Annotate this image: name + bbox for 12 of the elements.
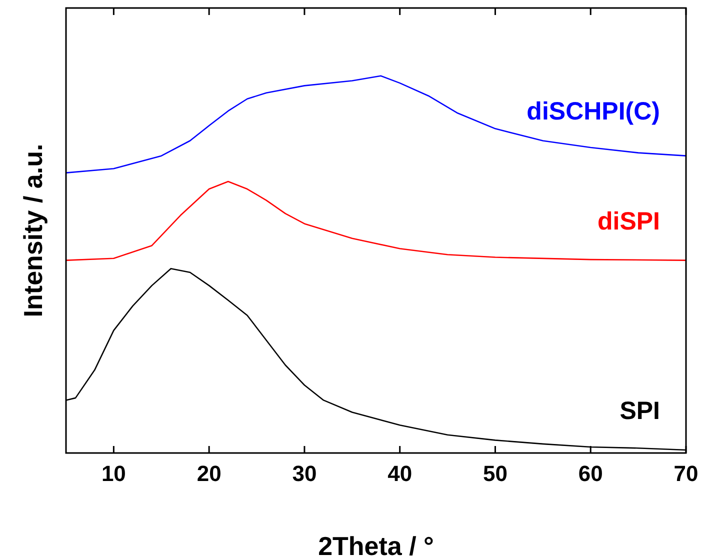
x-tick-label: 50 <box>482 461 508 486</box>
x-tick-label: 30 <box>292 461 317 486</box>
series-label: SPI <box>620 396 660 425</box>
x-tick-label: 10 <box>101 461 126 486</box>
x-tick-label: 40 <box>388 461 412 486</box>
x-axis-title: 2Theta / ° <box>318 531 434 559</box>
x-tick-label: 70 <box>674 461 698 486</box>
x-tick-label: 20 <box>196 461 222 486</box>
y-axis-title: Intensity / a.u. <box>18 144 48 318</box>
series-label: diSPI <box>597 207 660 236</box>
x-tick-label: 60 <box>578 461 603 486</box>
series-label: diSCHPI(C) <box>526 98 660 126</box>
